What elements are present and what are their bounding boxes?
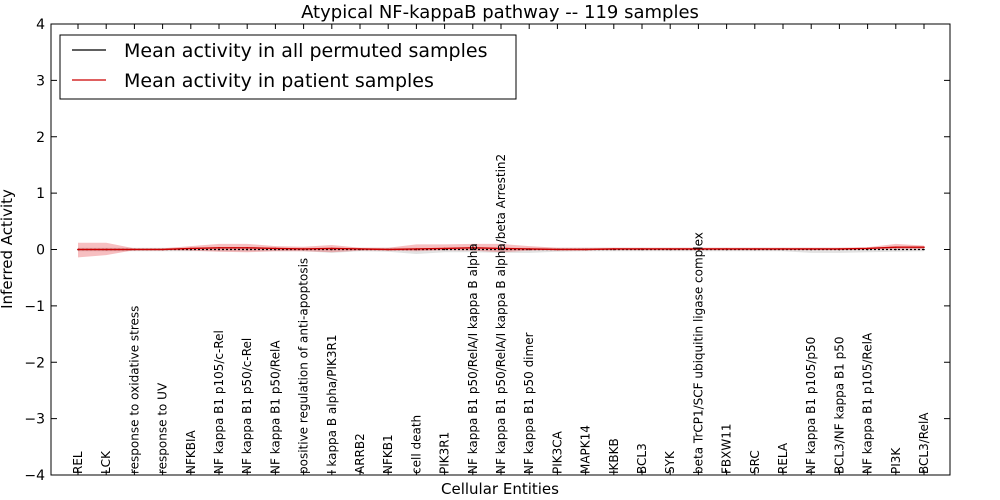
data-point-patient — [246, 247, 248, 249]
data-point-patient — [77, 248, 79, 251]
x-tick-label: NF kappa B1 p50/c-Rel — [240, 338, 254, 474]
x-tick-label: PIK3CA — [550, 430, 564, 474]
x-tick-label: FBXW11 — [720, 424, 734, 475]
data-point-permuted — [895, 248, 897, 251]
x-tick-label: beta TrCP1/SCF ubiquitin ligase complex — [691, 232, 705, 474]
x-tick-label: NF kappa B1 p105/RelA — [861, 332, 875, 474]
data-point-patient — [866, 247, 869, 250]
data-point-patient — [387, 248, 390, 251]
data-point-patient — [190, 247, 192, 250]
data-point-patient — [641, 248, 643, 250]
x-tick-label: BCL3/NF kappa B1 p50 — [832, 336, 846, 474]
x-axis-ticks: REL LCK response to oxidative stress respon… — [71, 24, 931, 475]
data-point-patient — [472, 247, 474, 249]
plot-frame — [50, 23, 951, 476]
x-tick-label: NF kappa B1 p105/c-Rel — [212, 330, 226, 474]
y-axis-label: Inferred Activity — [0, 189, 16, 309]
y-tick-label: −4 — [24, 468, 45, 484]
y-tick-label: 1 — [36, 186, 45, 202]
series-lines — [77, 246, 925, 251]
data-point-patient — [218, 247, 220, 249]
data-point-patient — [923, 246, 925, 248]
y-tick-label: −1 — [24, 299, 45, 315]
x-tick-label: NF kappa B1 p50/RelA — [268, 340, 282, 474]
data-point-patient — [556, 248, 559, 251]
x-tick-label: IKBKB — [607, 438, 621, 474]
x-axis-label: Cellular Entities — [441, 480, 559, 498]
data-point-patient — [697, 248, 700, 250]
data-point-permuted — [218, 248, 220, 251]
legend: Mean activity in all permuted samples Me… — [59, 34, 517, 100]
legend-entry-permuted: Mean activity in all permuted samples — [124, 40, 487, 62]
x-tick-label: I kappa B alpha/PIK3R1 — [325, 335, 339, 474]
data-point-patient — [528, 248, 530, 250]
x-tick-label: SRC — [748, 450, 762, 474]
x-tick-label: ARRB2 — [353, 433, 367, 474]
x-tick-label: LCK — [99, 450, 113, 474]
x-tick-label: response to oxidative stress — [127, 306, 141, 474]
chart-title: Atypical NF-kappaB pathway -- 119 sample… — [301, 2, 699, 23]
legend-entry-patient: Mean activity in patient samples — [124, 70, 434, 92]
data-point-patient — [443, 247, 446, 250]
x-tick-label: response to UV — [156, 382, 170, 474]
data-point-patient — [274, 247, 277, 250]
data-point-patient — [895, 246, 897, 248]
y-tick-label: 3 — [36, 73, 45, 89]
x-tick-label: REL — [71, 451, 85, 474]
data-point-patient — [161, 248, 164, 251]
data-point-patient — [105, 248, 107, 251]
data-point-patient — [725, 248, 728, 250]
data-point-patient — [584, 248, 587, 251]
legend-box — [59, 34, 517, 100]
x-tick-label: NF kappa B1 p50 dimer — [522, 332, 536, 474]
x-tick-label: NFKBIA — [184, 429, 198, 474]
x-tick-label: PIK3R1 — [438, 432, 452, 474]
data-point-patient — [669, 248, 671, 250]
x-tick-label: MAPK14 — [579, 425, 593, 474]
data-point-patient — [331, 247, 333, 250]
y-tick-label: 2 — [36, 130, 45, 146]
data-point-patient — [359, 248, 361, 250]
y-tick-label: 4 — [36, 17, 45, 33]
data-point-permuted — [246, 248, 248, 251]
data-point-patient — [838, 248, 841, 250]
data-point-patient — [133, 248, 136, 251]
x-tick-label: NFKB1 — [381, 434, 395, 474]
x-tick-label: NF kappa B1 p105/p50 — [804, 337, 818, 474]
data-point-patient — [500, 247, 502, 250]
data-point-patient — [810, 248, 812, 250]
y-tick-label: −2 — [24, 355, 45, 371]
y-tick-label: 0 — [36, 243, 45, 259]
x-tick-label: NF kappa B1 p50/RelA/I kappa B alpha — [466, 243, 480, 474]
data-point-permuted — [472, 248, 474, 251]
x-tick-label: BCL3 — [635, 443, 649, 474]
x-tick-label: cell death — [409, 415, 423, 474]
data-point-patient — [302, 248, 305, 250]
x-tick-label: RELA — [776, 442, 790, 474]
x-tick-label: PI3K — [889, 447, 903, 474]
data-point-patient — [782, 248, 784, 250]
x-tick-label: NF kappa B1 p50/RelA/I kappa B alpha/bet… — [494, 154, 508, 474]
data-point-patient — [613, 248, 615, 250]
y-axis-ticks: −4 −3 −2 −1 0 1 2 3 4 — [24, 17, 950, 484]
y-tick-label: −3 — [24, 412, 45, 428]
x-tick-label: BCL3/RelA — [917, 412, 931, 474]
x-tick-label: positive regulation of anti-apoptosis — [297, 258, 311, 474]
data-point-patient — [415, 248, 418, 250]
data-point-patient — [754, 248, 756, 250]
data-point-permuted — [923, 248, 925, 251]
x-tick-label: SYK — [663, 450, 677, 474]
